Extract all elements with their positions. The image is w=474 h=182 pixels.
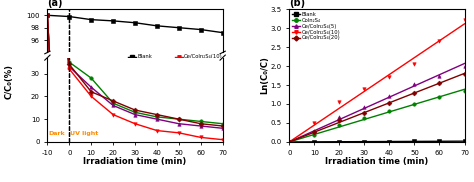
Text: (a): (a) [47,0,63,8]
Text: UV light: UV light [71,131,99,136]
Text: C/C₀(%): C/C₀(%) [5,64,14,99]
X-axis label: Irradiation time (min): Irradiation time (min) [83,157,187,166]
Text: Dark: Dark [48,131,65,136]
X-axis label: Irradiation time (min): Irradiation time (min) [325,157,428,166]
Legend: Blank, CoIn₂S₄, Ce/CoIn₂S₄(5), Ce/CoIn₂S₄(10), Ce/CoIn₂S₄(20): Blank, CoIn₂S₄, Ce/CoIn₂S₄(5), Ce/CoIn₂S… [292,12,341,41]
Legend: Blank, CoIn₂S₄, Ce/CoIn₂S₄(5), Ce/CoIn₂S₄(10), Ce/CoIn₂S₄(20): Blank, CoIn₂S₄, Ce/CoIn₂S₄(5), Ce/CoIn₂S… [127,54,224,72]
Text: (b): (b) [289,0,305,8]
Y-axis label: Ln(C₀/C): Ln(C₀/C) [260,57,269,94]
